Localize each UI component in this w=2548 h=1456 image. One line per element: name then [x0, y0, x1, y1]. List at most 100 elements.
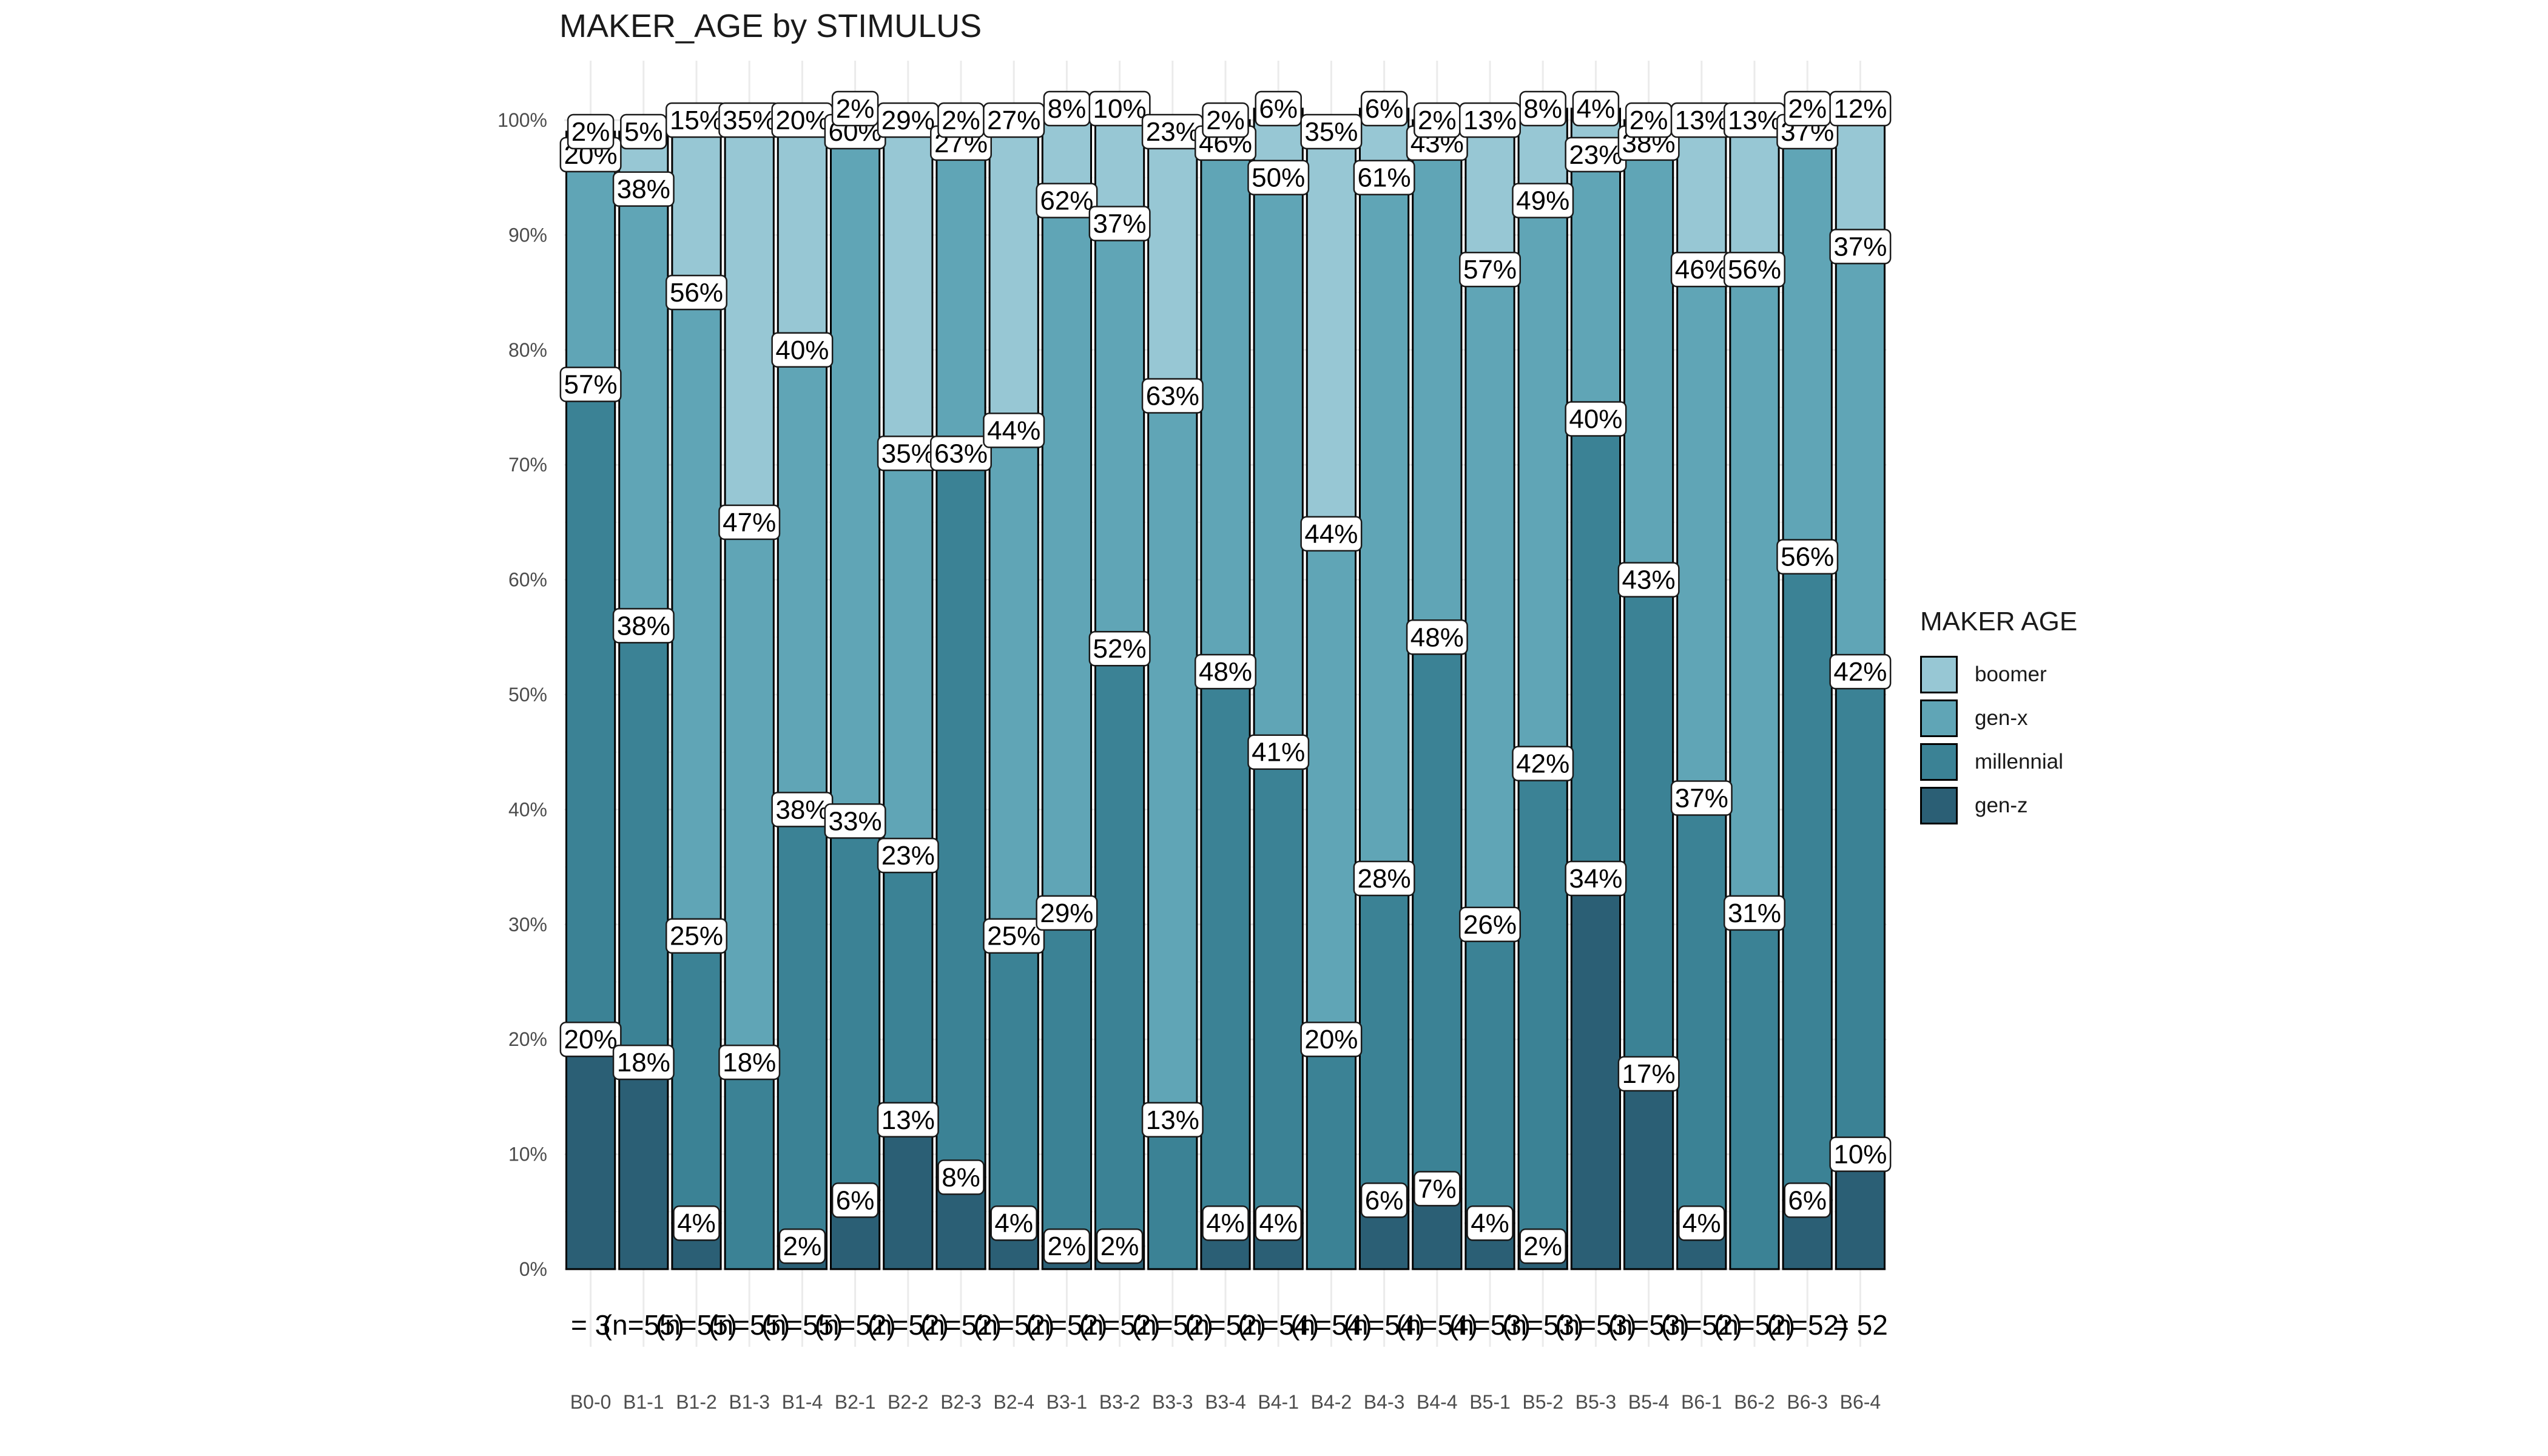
value-label-text: 56% [1781, 542, 1834, 572]
value-label: 35% [877, 436, 939, 471]
value-label: 26% [1459, 906, 1521, 943]
bar-segment-gen-z [565, 1038, 616, 1270]
bar-segment-boomer [724, 119, 775, 524]
value-label: 40% [771, 332, 834, 368]
value-label-text: 2% [836, 94, 875, 124]
value-label-text: 23% [1569, 140, 1622, 170]
value-label-text: 62% [1040, 186, 1093, 216]
x-tick-label: B2-3 [940, 1391, 982, 1413]
bar-segment-millennial [565, 383, 616, 1040]
value-label: 4% [990, 1205, 1037, 1241]
x-tick-label: B5-2 [1522, 1391, 1563, 1413]
bar-segment-millennial [1729, 912, 1780, 1270]
value-label-box [983, 413, 1045, 448]
count-label: = 52 [1833, 1309, 1888, 1341]
value-label: 37% [1088, 206, 1151, 241]
count-label: (n=52) [1661, 1309, 1742, 1341]
bar-segment-gen-x [1306, 533, 1357, 1040]
bar-segment-gen-x [1623, 142, 1674, 581]
value-label: 31% [1724, 895, 1785, 931]
value-label-text: 63% [934, 439, 988, 468]
count-label: (n=55) [761, 1309, 843, 1341]
value-label: 2% [1202, 102, 1249, 138]
value-label: 27% [983, 102, 1045, 138]
x-tick-label: B6-3 [1787, 1391, 1828, 1413]
value-labels: 20%57%20%2%18%38%38%5%4%25%56%15%18%47%3… [559, 90, 1892, 1264]
value-label-box [1572, 90, 1620, 127]
value-label-text: 37% [1675, 783, 1728, 813]
count-label: (n=54) [1238, 1309, 1319, 1341]
count-label: (n=54) [1290, 1309, 1372, 1341]
count-label: (n=54) [1397, 1309, 1478, 1341]
value-label-text: 27% [987, 106, 1040, 135]
value-label: 6% [831, 1182, 879, 1218]
value-label-text: 13% [1675, 106, 1728, 135]
count-label: (n=52) [1714, 1309, 1795, 1341]
x-tick-label: B3-2 [1099, 1391, 1141, 1413]
value-label-text: 13% [1146, 1105, 1199, 1135]
value-label: 28% [1353, 860, 1415, 897]
value-label-text: 23% [1146, 117, 1199, 147]
value-label: 2% [1784, 90, 1831, 127]
value-label-text: 33% [829, 806, 882, 836]
bar-segment-millennial [1517, 763, 1568, 1247]
value-label-text: 37% [1833, 232, 1887, 261]
legend-label: boomer [1975, 662, 2047, 686]
value-label-text: 41% [1252, 738, 1305, 767]
value-label: 2% [1096, 1228, 1144, 1264]
value-label-box [1202, 1205, 1249, 1241]
value-label-text: 57% [1463, 255, 1517, 285]
x-tick-label: B6-4 [1840, 1391, 1881, 1413]
legend-label: millennial [1975, 750, 2063, 774]
value-label: 47% [718, 504, 781, 541]
value-label-text: 38% [617, 611, 670, 641]
value-label-box [1300, 1021, 1363, 1057]
bar-segment-boomer [1835, 107, 1886, 248]
value-label-box [1096, 1228, 1144, 1264]
count-label: (n=52) [973, 1309, 1054, 1341]
bar-segment-gen-x [1412, 142, 1463, 638]
value-label-box [1255, 90, 1302, 127]
value-label-box [1414, 1171, 1461, 1207]
value-label-text: 2% [1048, 1232, 1087, 1261]
count-label: (n=52) [868, 1309, 949, 1341]
legend-key-millennial [1920, 743, 1958, 781]
value-label: 8% [1043, 90, 1091, 127]
value-label-text: 4% [1259, 1208, 1298, 1238]
value-label: 6% [1360, 90, 1408, 127]
chart-title: MAKER_AGE by STIMULUS [559, 8, 982, 44]
value-label-box [990, 1205, 1037, 1241]
value-label-text: 20% [775, 106, 829, 135]
value-label-box [1617, 1056, 1680, 1092]
value-label: 38% [771, 792, 834, 827]
value-label-text: 4% [677, 1208, 716, 1238]
value-label: 62% [1036, 183, 1098, 218]
bar-segment-gen-x [1676, 268, 1727, 799]
count-label: (n=54) [1343, 1309, 1424, 1341]
value-label-box [1678, 1205, 1725, 1241]
x-tick-label: B3-3 [1152, 1391, 1193, 1413]
value-label-box [718, 1044, 781, 1080]
y-tick-label: 70% [508, 454, 547, 476]
value-label-text: 8% [942, 1162, 980, 1192]
value-label-text: 50% [1252, 163, 1305, 193]
value-label-text: 35% [881, 439, 935, 468]
value-label-text: 2% [1100, 1232, 1139, 1261]
value-label-box [1088, 206, 1151, 241]
value-label: 6% [1255, 90, 1302, 127]
bar-segment-gen-x [829, 130, 881, 822]
value-label-text: 35% [723, 106, 776, 135]
value-label-text: 6% [1259, 94, 1298, 124]
count-label: (n=52) [1026, 1309, 1107, 1341]
bar-segment-gen-x [1253, 177, 1304, 753]
value-label-box [1202, 102, 1249, 138]
value-label: 13% [877, 1102, 939, 1138]
x-tick-label: B5-1 [1469, 1391, 1511, 1413]
value-label-text: 5% [624, 117, 663, 147]
bar-segment-gen-x [618, 188, 669, 627]
value-label-text: 42% [1516, 749, 1569, 779]
value-label: 5% [620, 113, 667, 150]
bar-segment-millennial [618, 624, 669, 1063]
value-label: 2% [567, 113, 615, 150]
value-label: 4% [1202, 1205, 1249, 1241]
